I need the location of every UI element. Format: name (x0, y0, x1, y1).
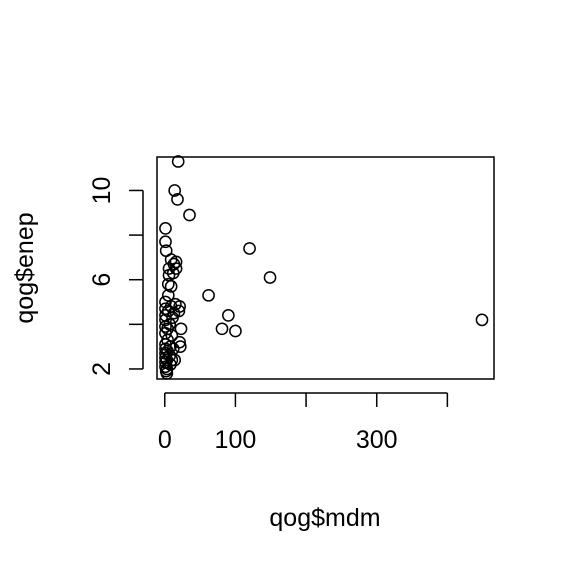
data-point (169, 255, 183, 269)
data-point (215, 322, 229, 336)
data-point (263, 271, 277, 284)
x-tick-label: 100 (215, 426, 257, 454)
x-tick-label: 300 (356, 426, 398, 454)
y-tick-label: 2 (88, 362, 116, 376)
y-axis-title: qog$enep (11, 212, 39, 323)
data-point (159, 222, 172, 235)
data-point (164, 280, 178, 293)
data-point (168, 353, 182, 367)
x-axis: 0 100 300 (158, 392, 449, 454)
data-point (183, 208, 196, 222)
data-point (168, 184, 182, 197)
data-point (171, 155, 185, 168)
data-point (173, 340, 187, 353)
data-point (165, 329, 179, 342)
data-point (229, 324, 242, 338)
y-tick-label: 6 (88, 273, 116, 287)
y-axis: 2 6 10 (88, 177, 144, 376)
data-point (222, 309, 235, 322)
data-point (243, 242, 256, 255)
y-tick-label: 10 (88, 177, 116, 205)
data-points (159, 155, 489, 380)
x-axis-title: qog$mdm (269, 504, 380, 532)
plot-frame (156, 156, 495, 380)
data-point (173, 335, 186, 349)
data-point (174, 322, 188, 336)
data-point (159, 313, 172, 327)
data-point (159, 235, 172, 249)
data-point (161, 277, 175, 291)
data-point (202, 288, 215, 302)
x-tick-label: 0 (158, 426, 172, 454)
data-point (173, 300, 186, 313)
data-point (475, 313, 489, 327)
data-point (169, 262, 183, 275)
data-point (171, 193, 184, 206)
data-point (172, 304, 186, 318)
